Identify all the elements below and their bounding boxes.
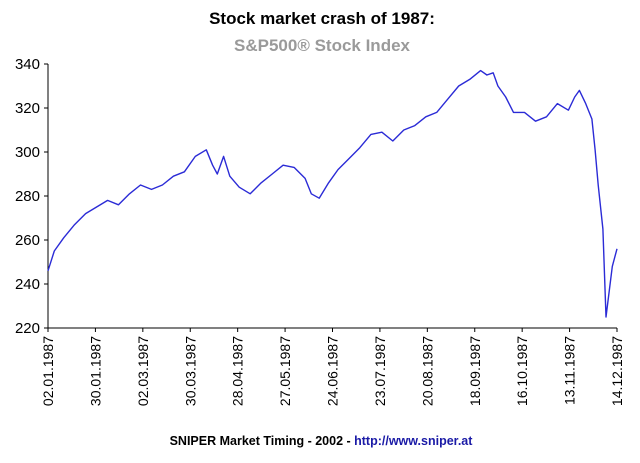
plot-area bbox=[47, 69, 618, 318]
x-tick-label: 30.03.1987 bbox=[182, 336, 198, 406]
x-tick-label: 27.05.1987 bbox=[277, 336, 293, 406]
x-tick-label: 30.01.1987 bbox=[87, 336, 103, 406]
y-tick-label: 240 bbox=[15, 276, 40, 293]
x-tick-label: 13.11.1987 bbox=[562, 336, 578, 405]
x-axis: 02.01.1987 30.01.1987 02.03.1987 30.03.1987… bbox=[40, 327, 625, 406]
chart-subtitle: S&P500® Stock Index bbox=[234, 36, 411, 55]
chart-title: Stock market crash of 1987: bbox=[209, 9, 435, 28]
y-tick-label: 280 bbox=[15, 188, 40, 205]
x-tick-label: 16.10.1987 bbox=[514, 336, 530, 406]
y-tick-label: 320 bbox=[15, 100, 40, 117]
x-tick-label: 20.08.1987 bbox=[419, 336, 435, 406]
footer-credit: SNIPER Market Timing - 2002 - http://www… bbox=[170, 434, 474, 448]
x-tick-label: 18.09.1987 bbox=[467, 336, 483, 406]
y-tick-label: 260 bbox=[15, 232, 40, 249]
x-tick-label: 24.06.1987 bbox=[325, 336, 341, 406]
x-tick-label: 14.12.1987 bbox=[609, 336, 625, 406]
y-tick-label: 300 bbox=[15, 144, 40, 161]
x-tick-label: 28.04.1987 bbox=[230, 336, 246, 406]
series-line bbox=[47, 69, 618, 318]
x-tick-label: 02.01.1987 bbox=[40, 336, 56, 406]
x-tick-label: 02.03.1987 bbox=[135, 336, 151, 406]
y-axis: 220 240 260 280 300 320 340 bbox=[15, 56, 49, 337]
y-tick-label: 220 bbox=[15, 320, 40, 337]
footer-link[interactable]: http://www.sniper.at bbox=[354, 434, 473, 448]
x-tick-label: 23.07.1987 bbox=[372, 336, 388, 406]
footer-text: SNIPER Market Timing - 2002 - bbox=[170, 434, 355, 448]
y-tick-label: 340 bbox=[15, 56, 40, 73]
